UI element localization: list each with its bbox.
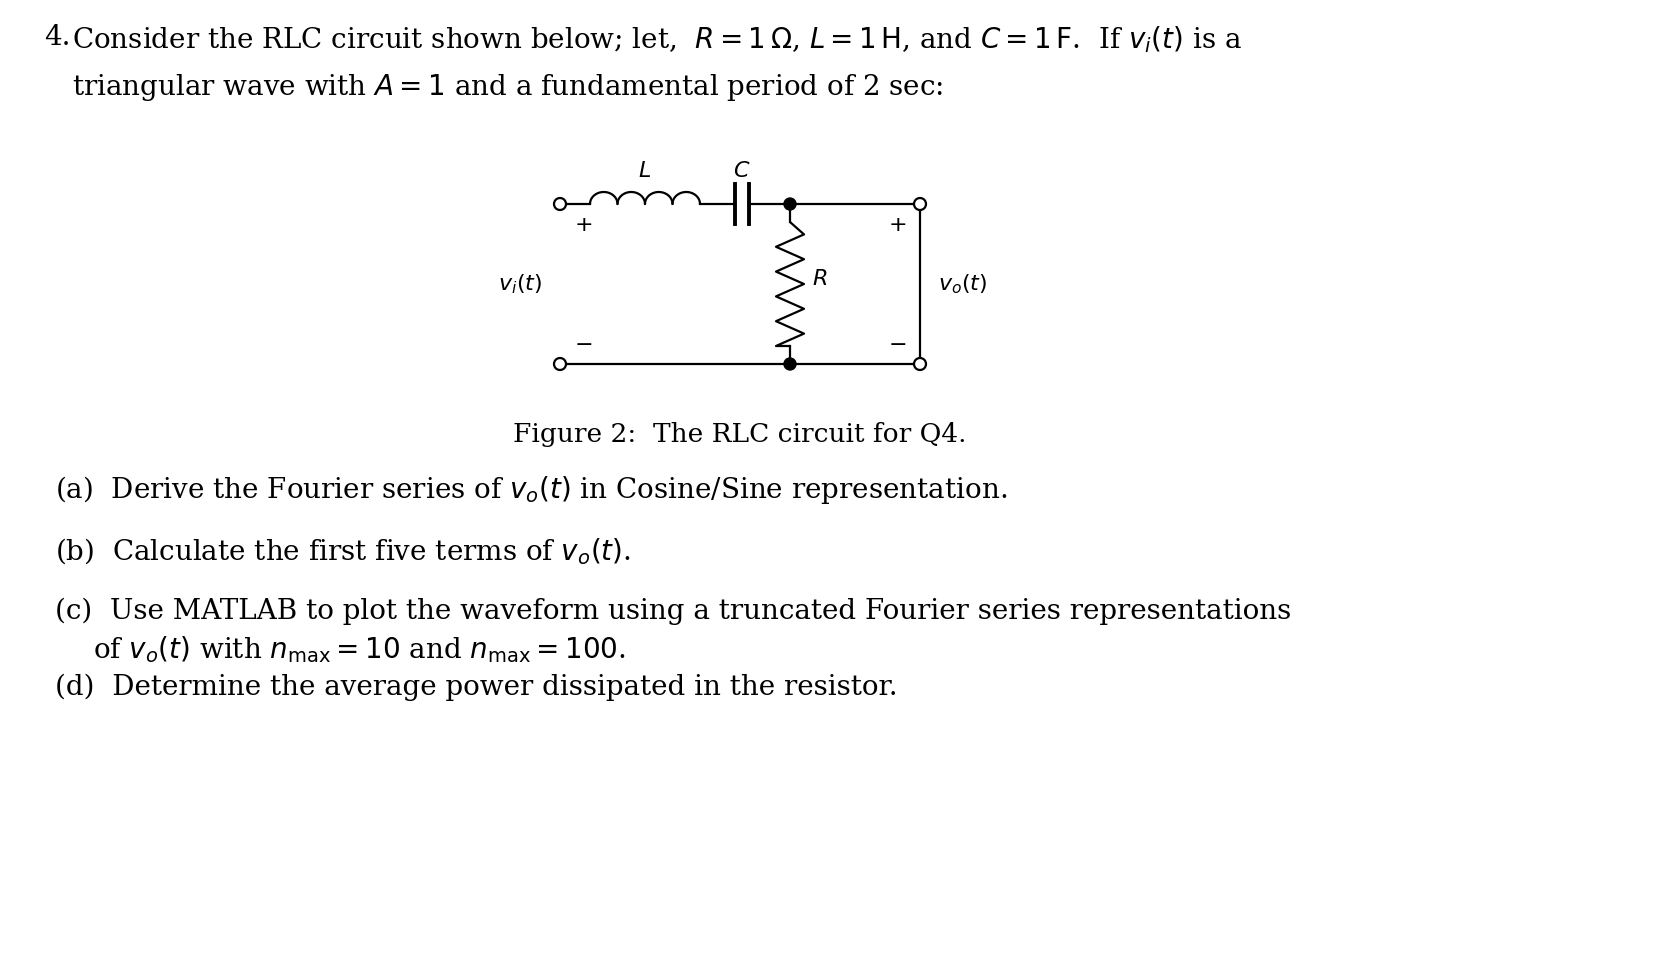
Text: $+$: $+$ [574,214,593,236]
Circle shape [913,198,925,210]
Circle shape [554,358,566,370]
Text: $+$: $+$ [888,214,907,236]
Text: (d)  Determine the average power dissipated in the resistor.: (d) Determine the average power dissipat… [55,674,898,702]
Text: Figure 2:  The RLC circuit for Q4.: Figure 2: The RLC circuit for Q4. [513,422,967,447]
Text: of $v_o(t)$ with $n_{\mathrm{max}} = 10$ and $n_{\mathrm{max}} = 100$.: of $v_o(t)$ with $n_{\mathrm{max}} = 10$… [94,634,626,665]
Text: $C$: $C$ [733,160,752,182]
Text: (a)  Derive the Fourier series of $v_o(t)$ in Cosine/Sine representation.: (a) Derive the Fourier series of $v_o(t)… [55,474,1007,506]
Circle shape [554,198,566,210]
Circle shape [783,198,797,210]
Circle shape [783,358,797,370]
Text: $v_i(t)$: $v_i(t)$ [498,272,543,296]
Text: triangular wave with $A = 1$ and a fundamental period of 2 sec:: triangular wave with $A = 1$ and a funda… [72,72,944,103]
Text: (b)  Calculate the first five terms of $v_o(t)$.: (b) Calculate the first five terms of $v… [55,536,631,567]
Text: $-$: $-$ [574,332,593,354]
Text: 4.: 4. [43,24,70,51]
Text: $-$: $-$ [888,332,907,354]
Text: (c)  Use MATLAB to plot the waveform using a truncated Fourier series representa: (c) Use MATLAB to plot the waveform usin… [55,598,1291,626]
Circle shape [913,358,925,370]
Text: $v_o(t)$: $v_o(t)$ [939,272,987,296]
Text: $R$: $R$ [812,268,827,290]
Text: $L$: $L$ [638,160,651,182]
Text: Consider the RLC circuit shown below; let,  $R = 1\,\Omega$, $L = 1\,\mathrm{H}$: Consider the RLC circuit shown below; le… [72,24,1242,55]
